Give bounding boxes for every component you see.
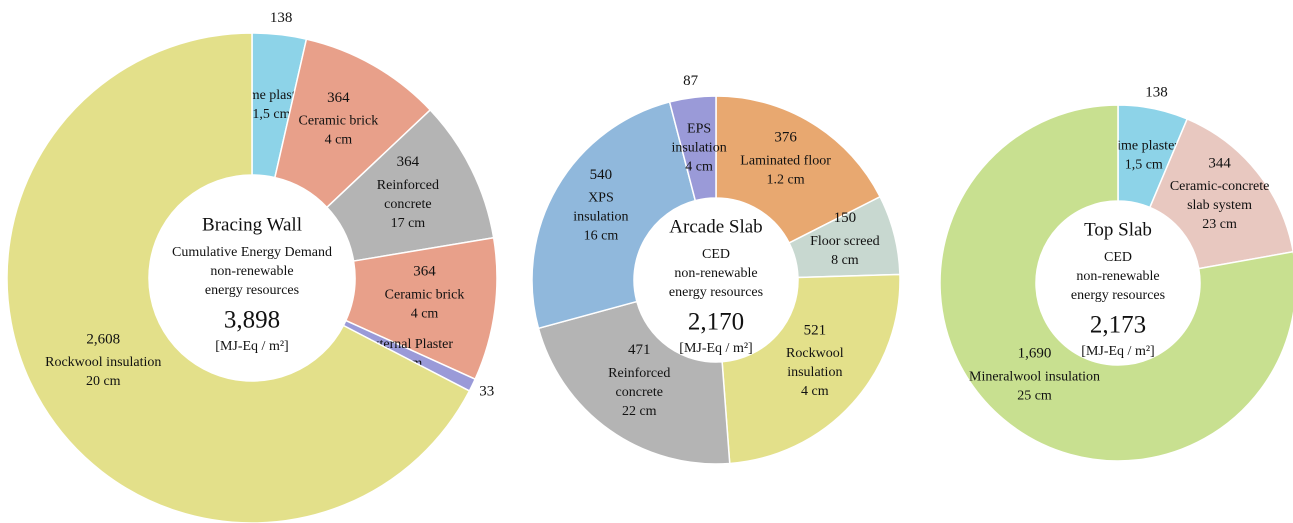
value-label: 150: [834, 210, 857, 226]
value-label: 364: [413, 264, 436, 280]
slice-label: concrete: [616, 385, 663, 400]
slice-label: 4 cm: [801, 384, 829, 399]
slice-label: XPS: [588, 191, 614, 206]
center-total: 2,170: [688, 309, 744, 336]
slice-label: slab system: [1187, 198, 1252, 213]
slice-label: insulation: [671, 140, 726, 155]
donut-hole: [634, 198, 798, 362]
value-label: 1,690: [1018, 346, 1052, 362]
value-label: 2,608: [86, 331, 120, 347]
slice-label: Reinforced: [377, 178, 439, 193]
slice-label: Ceramic-concrete: [1170, 179, 1270, 194]
slice-label: Floor screed: [810, 234, 880, 249]
slice-label: 22 cm: [622, 404, 657, 419]
slice-label: Rockwool insulation: [45, 355, 161, 370]
slice-label: insulation: [787, 365, 842, 380]
center-subtitle: energy resources: [1071, 288, 1165, 303]
center-unit: [MJ-Eq / m²]: [1081, 344, 1154, 359]
slice-label: 17 cm: [391, 216, 426, 231]
slice-label: 1,5 cm: [252, 107, 290, 122]
center-subtitle: energy resources: [205, 283, 299, 298]
slice-label: 1,5 cm: [1125, 157, 1163, 172]
slice-label: Ceramic brick: [385, 287, 465, 302]
value-label: 376: [774, 130, 797, 146]
value-label: 87: [683, 73, 699, 89]
value-label: 364: [327, 90, 350, 106]
value-label: 364: [397, 154, 420, 170]
value-label: 33: [479, 384, 494, 400]
value-label: 138: [1145, 84, 1168, 100]
slice-label: Reinforced: [608, 366, 670, 381]
center-total: 2,173: [1090, 312, 1146, 339]
slice-label: EPS: [687, 121, 711, 136]
center-subtitle: non-renewable: [1076, 269, 1159, 284]
center-subtitle: CED: [702, 247, 730, 262]
center-subtitle: non-renewable: [674, 266, 757, 281]
donut-hole: [1036, 201, 1200, 365]
slice-label: Lime plaster: [1109, 138, 1180, 153]
slice-label: 16 cm: [584, 229, 619, 244]
donut-slice: [715, 95, 882, 244]
slice-label: Laminated floor: [740, 153, 831, 168]
slice-label: insulation: [573, 210, 628, 225]
center-subtitle: non-renewable: [210, 264, 293, 279]
slice-label: 25 cm: [1017, 388, 1052, 403]
value-label: 138: [270, 10, 293, 26]
slice-label: 4 cm: [325, 133, 353, 148]
slice-label: concrete: [384, 197, 431, 212]
slice-label: 4 cm: [411, 306, 439, 321]
center-subtitle: energy resources: [669, 285, 763, 300]
value-label: 521: [804, 322, 827, 338]
donut-hole: [149, 175, 355, 381]
slice-label: 8 cm: [831, 253, 859, 268]
value-label: 471: [628, 342, 651, 358]
slice-label: Lime plaster: [236, 88, 307, 103]
slice-label: Mineralwool insulation: [969, 369, 1100, 384]
center-title: Arcade Slab: [669, 216, 762, 237]
slice-label: 1.2 cm: [767, 172, 805, 187]
slice-label: Rockwool: [786, 346, 844, 361]
center-total: 3,898: [224, 307, 280, 334]
center-title: Bracing Wall: [202, 214, 302, 235]
value-label: 540: [590, 167, 613, 183]
slice-label: 4 cm: [685, 159, 713, 174]
center-unit: [MJ-Eq / m²]: [679, 341, 752, 356]
center-subtitle: Cumulative Energy Demand: [172, 245, 332, 260]
slice-label: 20 cm: [86, 374, 121, 389]
center-title: Top Slab: [1084, 219, 1152, 240]
slice-label: 23 cm: [1202, 217, 1237, 232]
center-subtitle: CED: [1104, 250, 1132, 265]
center-unit: [MJ-Eq / m²]: [215, 339, 288, 354]
slice-label: Ceramic brick: [299, 114, 379, 129]
value-label: 344: [1208, 155, 1231, 171]
